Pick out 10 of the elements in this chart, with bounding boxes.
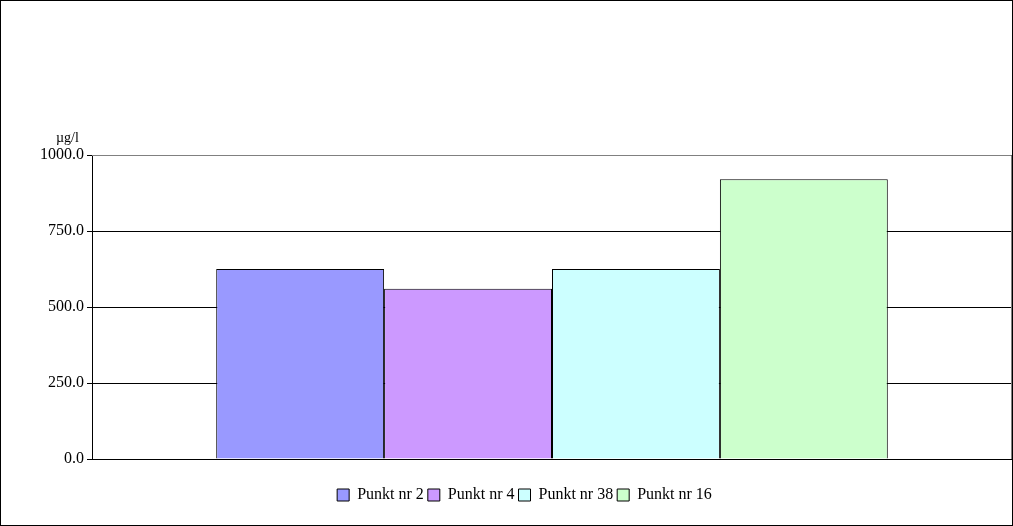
y-tick-label: 0.0 [64,449,84,467]
legend-label: Punkt nr 2 [357,485,424,503]
y-tick-label: 500.0 [48,297,84,315]
y-tick-label: 1000.0 [40,145,84,163]
y-axis-title: µg/l [56,129,79,145]
legend-label: Punkt nr 4 [447,485,515,503]
y-tick-label: 250.0 [48,373,84,391]
y-tick-label: 750.0 [48,221,84,239]
legend-label: Punkt nr 16 [637,485,712,503]
legend-label: Punkt nr 38 [538,485,614,503]
